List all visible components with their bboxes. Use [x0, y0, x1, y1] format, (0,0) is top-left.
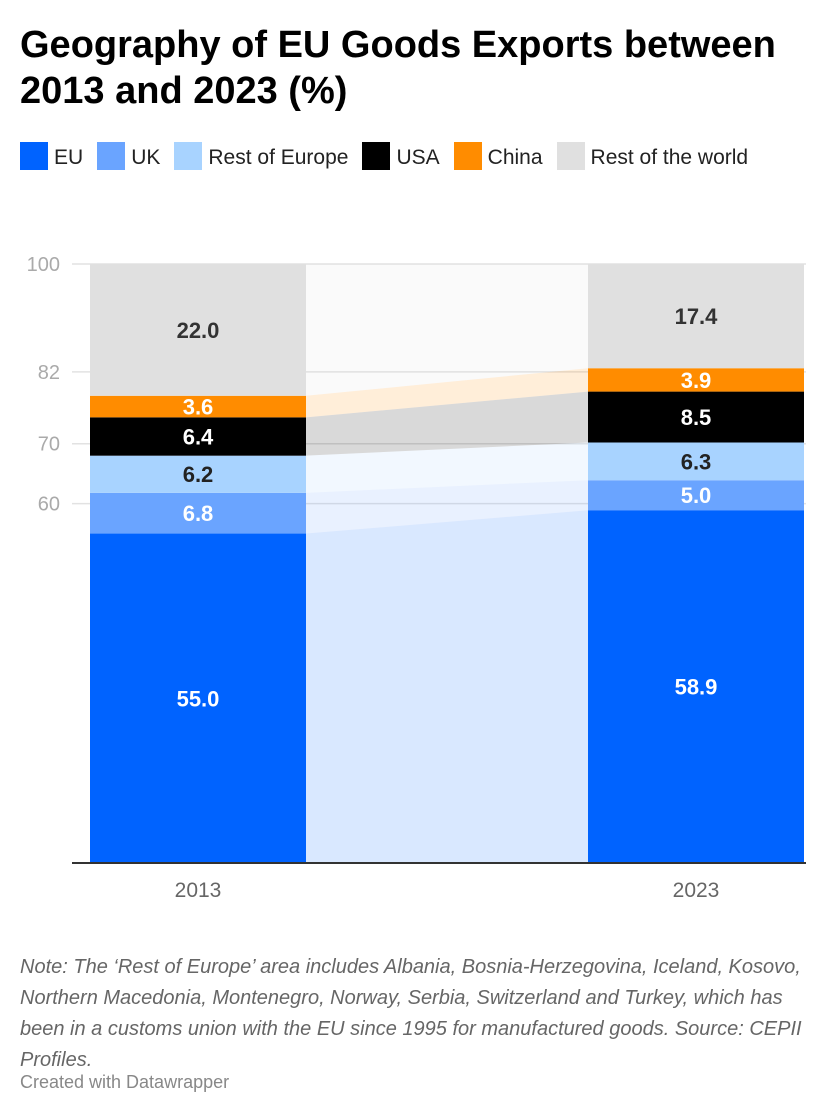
data-label-eu-2013: 55.0	[177, 686, 220, 711]
legend-label: UK	[131, 146, 161, 169]
bar-rest-of-the-world-2013	[90, 264, 306, 396]
bar-rest-of-europe-2023	[588, 442, 804, 481]
legend-label: EU	[54, 146, 84, 169]
y-tick-label: 60	[38, 494, 60, 516]
legend-label: China	[487, 146, 543, 169]
bar-china-2013	[90, 395, 306, 418]
bar-china-2023	[588, 368, 804, 392]
data-label-uk-2023: 5.0	[681, 483, 712, 508]
data-label-uk-2013: 6.8	[183, 501, 214, 526]
legend: EU UK Rest of Europe USA China Rest of the wo…	[20, 141, 820, 175]
legend-swatch	[20, 142, 48, 170]
connector-band-eu	[306, 510, 588, 863]
data-label-rest-of-europe-2023: 6.3	[681, 449, 712, 474]
x-tick-label: 2023	[673, 879, 720, 902]
data-label-rest-of-the-world-2013: 22.0	[177, 318, 220, 343]
legend-item-rest-of-the-world: Rest of the world	[556, 141, 749, 175]
bar-uk-2023	[588, 480, 804, 511]
bar-eu-2023	[588, 510, 804, 863]
stacked-bar-chart: 60 70 82 100 55.0 6.8 6.2 6.4 3.6 22.0 2013 58.9 5.0…	[27, 254, 806, 902]
bar-eu-2013	[90, 533, 306, 863]
connector-band-rest-of-the-world	[306, 264, 588, 396]
legend-item-eu: EU	[20, 141, 83, 175]
data-label-eu-2023: 58.9	[675, 675, 718, 700]
bar-rest-of-europe-2013	[90, 455, 306, 493]
connector-band-usa	[306, 391, 588, 456]
bar-rest-of-the-world-2023	[588, 264, 804, 369]
data-label-usa-2013: 6.4	[183, 425, 214, 450]
bar-usa-2023	[588, 391, 804, 443]
connector-band-rest-of-europe	[306, 442, 588, 493]
legend-swatch	[556, 142, 585, 170]
legend-swatch	[453, 142, 482, 170]
data-label-rest-of-europe-2013: 6.2	[183, 462, 214, 487]
legend-label: USA	[396, 146, 440, 169]
legend-swatch	[97, 142, 126, 170]
data-label-usa-2023: 8.5	[681, 405, 712, 430]
bar-usa-2013	[90, 417, 306, 456]
legend-swatch	[362, 142, 391, 170]
legend-item-usa: USA	[362, 141, 440, 175]
credit-line: Created with Datawrapper	[20, 1072, 230, 1092]
legend-item-rest-of-europe: Rest of Europe	[174, 141, 348, 175]
bar-uk-2013	[90, 492, 306, 534]
data-label-china-2013: 3.6	[183, 395, 214, 420]
y-tick-label: 70	[38, 434, 60, 456]
legend-label: Rest of Europe	[208, 146, 349, 169]
legend-item-uk: UK	[97, 141, 160, 175]
y-tick-label: 100	[27, 254, 60, 276]
data-label-china-2023: 3.9	[681, 368, 712, 393]
y-tick-label: 82	[38, 362, 60, 384]
connector-band-uk	[306, 480, 588, 534]
data-label-rest-of-the-world-2023: 17.4	[675, 304, 719, 329]
legend-item-china: China	[453, 141, 543, 175]
legend-label: Rest of the world	[590, 146, 749, 169]
chart-note: Note: The ‘Rest of Europe’ area includes…	[20, 956, 802, 1071]
connector-band-china	[306, 368, 588, 418]
legend-swatch	[174, 142, 203, 170]
chart-title: Geography of EU Goods Exports between 20…	[20, 24, 776, 112]
x-tick-label: 2013	[175, 879, 222, 902]
